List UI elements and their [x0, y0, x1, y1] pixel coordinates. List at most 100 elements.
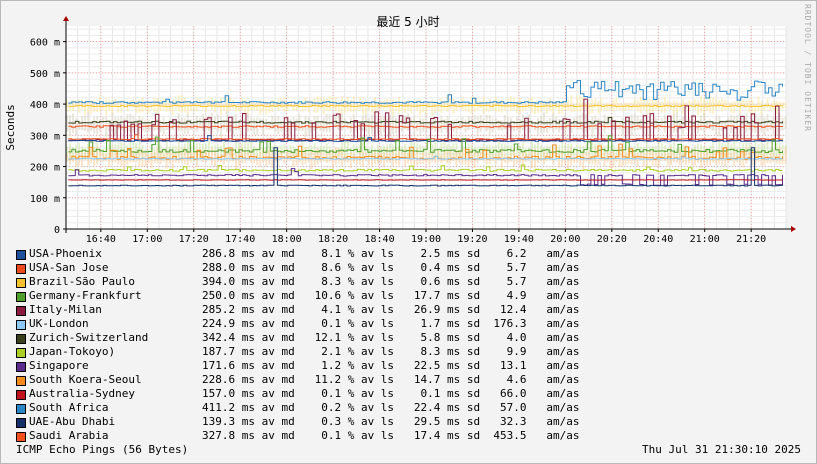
smoke-band [558, 152, 561, 168]
smoke-band [410, 141, 413, 159]
smoke-band [268, 102, 271, 113]
smoke-band [102, 116, 105, 128]
smoke-band [210, 113, 213, 134]
smoke-band [431, 151, 434, 162]
smoke-band [660, 101, 663, 113]
smoke-band [470, 148, 473, 164]
smoke-band [703, 98, 706, 116]
smoke-band [171, 118, 174, 131]
smoke-band [274, 116, 277, 132]
smoke-band [223, 155, 226, 165]
smoke-band [298, 101, 301, 109]
smoke-band [606, 102, 609, 111]
smoke-band [370, 153, 373, 167]
legend-series-stats: 157.0 ms av md 0.1 % av ls 0.1 ms sd 66.… [202, 387, 580, 400]
series-line-zurich-switzerland [68, 117, 783, 124]
smoke-band [207, 115, 210, 131]
legend-swatch [16, 278, 26, 288]
smoke-band [204, 99, 207, 113]
smoke-band [207, 99, 210, 107]
smoke-band [322, 97, 325, 115]
smoke-band [579, 114, 582, 130]
smoke-band [295, 118, 298, 131]
smoke-band [663, 97, 666, 113]
x-tick-label: 16:40 [86, 234, 116, 245]
smoke-band [123, 151, 126, 170]
smoke-band [177, 95, 180, 112]
smoke-band [364, 114, 367, 133]
smoke-band [66, 99, 68, 112]
smoke-band [416, 99, 419, 112]
smoke-band [183, 97, 186, 113]
smoke-band [370, 103, 373, 113]
smoke-band [159, 150, 162, 165]
smoke-band [117, 117, 120, 130]
smoke-band [733, 139, 736, 158]
smoke-band [697, 100, 700, 116]
series-line-uk-london [68, 155, 783, 160]
smoke-band [241, 97, 244, 111]
smoke-band [250, 117, 253, 132]
smoke-band [760, 114, 763, 133]
smoke-band [672, 100, 675, 116]
smoke-band [721, 120, 724, 132]
smoke-band [431, 118, 434, 130]
smoke-band [223, 141, 226, 158]
smoke-band [594, 98, 597, 109]
legend-series-stats: 250.0 ms av md 10.6 % av ls 17.7 ms sd 4… [202, 289, 580, 302]
smoke-band [292, 152, 295, 168]
smoke-band [355, 156, 358, 165]
smoke-band [340, 113, 343, 131]
smoke-band [69, 148, 72, 165]
smoke-band [763, 104, 766, 111]
y-tick-label: 400 m [30, 100, 60, 111]
smoke-band [392, 99, 395, 116]
legend-series-name: UK-London [29, 317, 89, 330]
smoke-band [304, 147, 307, 165]
smoke-band [386, 118, 389, 128]
smoke-band [515, 116, 518, 131]
legend-series-name: UAE-Abu Dhabi [29, 415, 116, 428]
smoke-band [280, 145, 283, 156]
smoke-band [506, 145, 509, 158]
smoke-band [171, 100, 174, 115]
smoke-band [135, 101, 138, 113]
legend-series-stats: 342.4 ms av md 12.1 % av ls 5.8 ms sd 4.… [202, 331, 580, 344]
smoke-band [748, 152, 751, 159]
smoke-band [253, 118, 256, 135]
smoke-band [751, 118, 754, 133]
smoke-band [576, 95, 579, 112]
smoke-band [579, 96, 582, 113]
smoke-band [494, 96, 497, 113]
legend-series-stats: 327.8 ms av md 0.1 % av ls 17.4 ms sd 45… [202, 429, 580, 442]
x-tick-label: 20:00 [550, 234, 580, 245]
smoke-band [265, 118, 268, 129]
smoke-band [129, 150, 132, 163]
smoke-band [675, 101, 678, 113]
smoke-band [591, 116, 594, 138]
smoke-band [192, 152, 195, 160]
smoke-band [512, 98, 515, 110]
smoke-band [346, 96, 349, 112]
smoke-band [422, 118, 425, 133]
smoke-band [687, 99, 690, 111]
smoke-band [751, 149, 754, 166]
smoke-band [443, 100, 446, 110]
smoke-band [226, 111, 229, 133]
smoke-band [588, 101, 591, 115]
smoke-band [494, 145, 497, 158]
smoke-band [367, 155, 370, 165]
smoke-band [591, 155, 594, 165]
smoke-band [410, 118, 413, 127]
smoke-band [247, 142, 250, 156]
smoke-band [564, 114, 567, 134]
smoke-band [90, 147, 93, 164]
smoke-band [745, 100, 748, 109]
smoke-band [781, 117, 784, 131]
smoke-band [292, 145, 295, 158]
smoke-band [298, 114, 301, 131]
smoke-band [772, 148, 775, 157]
smoke-band [198, 152, 201, 160]
smoke-band [392, 115, 395, 135]
smoke-band [416, 148, 419, 166]
